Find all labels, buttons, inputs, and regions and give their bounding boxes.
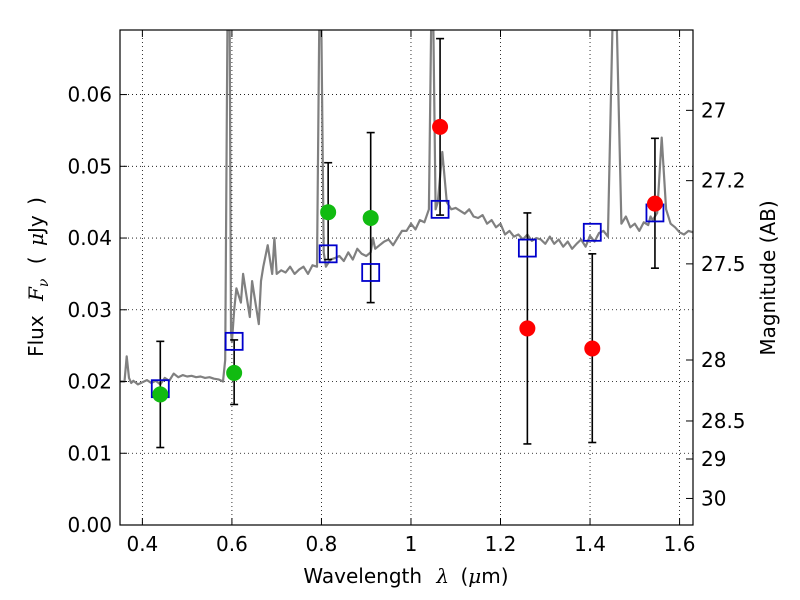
y-tick-label: 0.04: [67, 226, 112, 250]
red-point-marker: [584, 340, 601, 357]
spectrum-layer: [120, 30, 693, 386]
model-square-marker: [318, 244, 338, 264]
y2-tick-label: 27: [701, 98, 726, 122]
model-square-marker: [224, 331, 244, 351]
green-point-marker: [152, 386, 169, 403]
red-point-marker: [646, 195, 663, 212]
red-point-marker: [519, 320, 536, 337]
y2-tick-label: 29: [701, 447, 726, 471]
red-point-marker: [432, 118, 449, 135]
y2-tick-label: 30: [701, 486, 726, 510]
green-point-marker: [226, 364, 243, 381]
x-tick-label: 1: [405, 532, 418, 556]
spectrum-line: [120, 30, 693, 386]
model-square-marker: [430, 199, 450, 219]
tick-marks: [120, 30, 693, 526]
marker-layer: [150, 118, 665, 403]
x-axis-label: Wavelength λ (μm): [303, 564, 508, 588]
y-tick-labels: 0.00 0.01 0.02 0.03 0.04 0.05 0.06: [67, 83, 112, 537]
green-point-marker: [362, 209, 379, 226]
x-tick-label: 1.2: [485, 532, 517, 556]
x-tick-label: 0.6: [216, 532, 248, 556]
model-square-marker: [361, 263, 381, 282]
y-tick-label: 0.01: [67, 441, 112, 465]
y2-axis-label: Magnitude (AB): [756, 200, 780, 355]
y2-tick-label: 28: [701, 348, 726, 372]
x-tick-label: 1.4: [574, 532, 606, 556]
grid-lines: [120, 30, 693, 526]
x-tick-label: 1.6: [664, 532, 696, 556]
y-tick-label: 0.03: [67, 298, 112, 322]
y-tick-label: 0.02: [67, 370, 112, 394]
y2-tick-label: 27.2: [701, 169, 746, 193]
y2-tick-label: 27.5: [701, 252, 746, 276]
x-tick-label: 0.8: [306, 532, 338, 556]
y-tick-label: 0.00: [67, 513, 112, 537]
x-tick-labels: 0.4 0.6 0.8 1 1.2 1.4 1.6: [126, 532, 695, 556]
y-tick-label: 0.05: [67, 154, 112, 178]
plot-frame: [119, 29, 694, 526]
y2-tick-labels: 27 27.2 27.5 28 28.5 29 30: [701, 98, 746, 510]
green-point-marker: [320, 204, 337, 221]
model-square-marker: [517, 238, 537, 258]
model-square-marker: [582, 222, 602, 242]
y-tick-label: 0.06: [67, 83, 112, 107]
x-tick-label: 0.4: [126, 532, 158, 556]
y-axis-label: Flux Fν ( μJy ): [24, 197, 53, 357]
y2-tick-label: 28.5: [701, 409, 746, 433]
